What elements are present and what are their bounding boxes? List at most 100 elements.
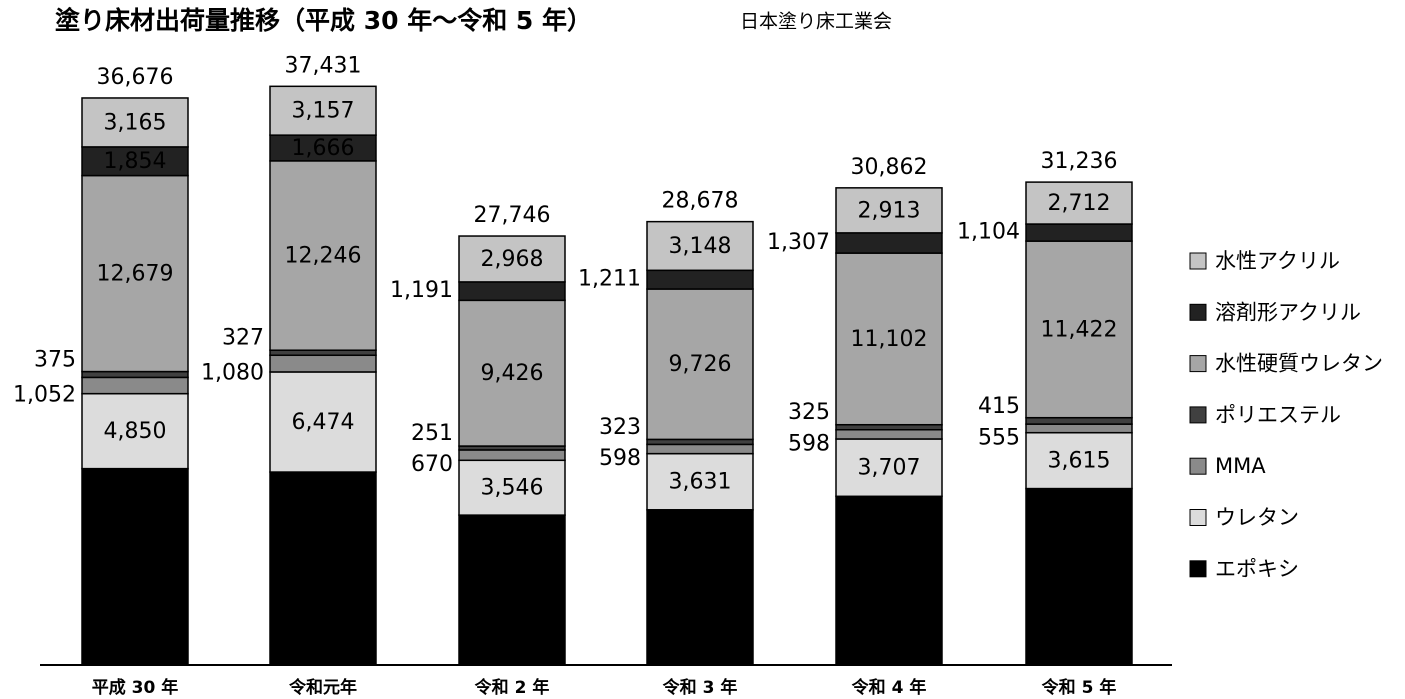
- value-label: 12,679: [97, 262, 174, 287]
- total-label: 28,678: [662, 189, 739, 214]
- legend-label: 水性硬質ウレタン: [1215, 352, 1383, 376]
- bar-segment: [835, 232, 943, 254]
- bar-segment: [269, 354, 377, 373]
- value-label: 11,422: [1041, 317, 1118, 342]
- bar-segment: [835, 428, 943, 440]
- chart-subtitle: 日本塗り床工業会: [740, 10, 892, 33]
- legend-swatch: [1189, 355, 1207, 373]
- value-label: 1,191: [390, 278, 453, 303]
- bar-segment: [458, 514, 566, 666]
- value-label: 325: [788, 400, 830, 425]
- bar-segment: [1025, 416, 1133, 425]
- value-label: 1,307: [767, 230, 830, 255]
- bar-segment: [269, 471, 377, 666]
- legend-swatch: [1189, 303, 1207, 321]
- legend-swatch: [1189, 509, 1207, 526]
- legend-label: エポキシ: [1215, 557, 1299, 581]
- bar-segment: [458, 235, 566, 283]
- bar-segment: [1025, 240, 1133, 419]
- value-label: 323: [599, 415, 641, 440]
- legend-swatch: [1189, 406, 1207, 424]
- value-label: 3,157: [292, 99, 355, 124]
- total-label: 30,862: [851, 155, 928, 180]
- value-label: 3,631: [669, 470, 732, 495]
- value-label: 12,246: [285, 244, 362, 269]
- bar-segment: [81, 392, 189, 470]
- value-label: 251: [411, 421, 453, 446]
- x-tick-label: 令和 4 年: [852, 677, 927, 698]
- value-label: 12,481: [285, 557, 362, 582]
- bar-segment: [1025, 223, 1133, 242]
- value-label: 598: [788, 431, 830, 456]
- bar-segment: [1025, 181, 1133, 225]
- bar-segment: [458, 459, 566, 516]
- bar-segment: [81, 146, 189, 177]
- bar-segment: [835, 438, 943, 498]
- value-label: 9,695: [481, 578, 544, 603]
- x-tick-label: 令和元年: [289, 677, 357, 698]
- value-label: 555: [978, 425, 1020, 450]
- value-label: 1,854: [104, 149, 167, 174]
- bar-segment: [646, 452, 754, 511]
- bar-segment: [646, 269, 754, 290]
- value-label: 327: [222, 326, 264, 351]
- bar-segment: [269, 85, 377, 136]
- total-label: 36,676: [97, 65, 174, 90]
- value-label: 2,968: [481, 247, 544, 272]
- bar-segment: [835, 187, 943, 234]
- bar-segment: [458, 449, 566, 462]
- value-label: 3,615: [1048, 449, 1111, 474]
- legend-label: 水性アクリル: [1215, 249, 1340, 273]
- legend-label: MMA: [1215, 454, 1266, 478]
- value-label: 670: [411, 452, 453, 477]
- bar-segment: [458, 281, 566, 302]
- value-label: 3,165: [104, 110, 167, 135]
- x-tick-label: 令和 3 年: [663, 677, 738, 698]
- value-label: 1,104: [957, 220, 1020, 245]
- bar-segment: [1025, 487, 1133, 666]
- bar-segment: [81, 376, 189, 395]
- bar-segment: [1025, 423, 1133, 434]
- value-label: 375: [34, 347, 76, 372]
- value-label: 1,052: [13, 383, 76, 408]
- total-label: 31,236: [1041, 149, 1118, 174]
- bar-segment: [458, 299, 566, 447]
- value-label: 4,850: [104, 419, 167, 444]
- bar-segment: [646, 220, 754, 272]
- x-tick-label: 令和 2 年: [475, 677, 550, 698]
- legend-label: 溶剤形アクリル: [1215, 300, 1361, 324]
- legend-swatch: [1189, 252, 1207, 270]
- bar-segment: [835, 495, 943, 666]
- bar-segment: [269, 371, 377, 473]
- bar-segment: [81, 370, 189, 379]
- value-label: 598: [599, 446, 641, 471]
- value-label: 11,412: [1041, 565, 1118, 590]
- legend-swatch: [1189, 560, 1207, 578]
- legend-swatch: [1189, 457, 1207, 475]
- value-label: 2,712: [1048, 191, 1111, 216]
- value-label: 1,080: [201, 361, 264, 386]
- bar-segment: [81, 467, 189, 666]
- value-label: 3,546: [481, 476, 544, 501]
- x-tick-label: 令和 5 年: [1042, 677, 1117, 698]
- value-label: 3,148: [669, 234, 732, 259]
- value-label: 9,426: [481, 361, 544, 386]
- bar-segment: [81, 97, 189, 148]
- value-label: 6,474: [292, 410, 355, 435]
- value-label: 12,702: [97, 555, 174, 580]
- bar-segment: [646, 509, 754, 666]
- value-label: 9,726: [669, 352, 732, 377]
- bar-segment: [269, 160, 377, 351]
- legend-label: ポリエステル: [1215, 403, 1341, 427]
- value-label: 2,913: [858, 198, 921, 223]
- value-label: 415: [978, 394, 1020, 419]
- value-label: 10,041: [662, 575, 739, 600]
- bar-segment: [646, 288, 754, 441]
- value-label: 11,102: [851, 327, 928, 352]
- value-label: 1,666: [292, 136, 355, 161]
- total-label: 27,746: [474, 203, 551, 228]
- chart-title: 塗り床材出荷量推移（平成 30 年〜令和 5 年）: [55, 6, 592, 35]
- bar-segment: [646, 443, 754, 455]
- x-tick-label: 平成 30 年: [92, 677, 179, 698]
